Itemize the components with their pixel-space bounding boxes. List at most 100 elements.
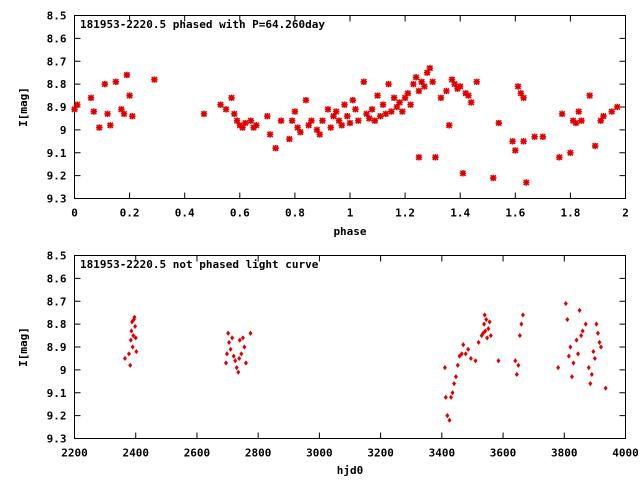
data-point xyxy=(291,108,299,115)
data-point xyxy=(104,110,111,118)
data-point xyxy=(468,99,475,106)
plot-frame xyxy=(74,15,626,199)
data-point xyxy=(368,106,376,113)
data-point xyxy=(457,83,464,90)
data-point xyxy=(335,117,343,124)
data-point xyxy=(592,355,597,362)
data-point xyxy=(217,101,224,108)
y-tick-label: 9.3 xyxy=(47,193,67,206)
data-point xyxy=(388,108,395,115)
data-point xyxy=(588,381,593,387)
y-tick-label: 8.5 xyxy=(47,250,67,263)
x-tick-label: 2800 xyxy=(245,447,272,460)
data-point xyxy=(539,133,547,140)
data-point xyxy=(230,335,235,341)
x-tick-label: 1.4 xyxy=(450,207,470,220)
data-point xyxy=(242,119,249,127)
data-point xyxy=(407,101,414,108)
data-point xyxy=(128,362,133,368)
data-point xyxy=(266,131,274,138)
data-point xyxy=(123,355,128,362)
data-point xyxy=(563,300,568,307)
data-point xyxy=(399,108,406,115)
data-point xyxy=(556,154,563,161)
data-point xyxy=(71,106,78,113)
y-tick-label: 9.2 xyxy=(47,410,67,423)
x-tick-label: 4000 xyxy=(612,447,639,460)
data-point xyxy=(118,106,125,113)
data-point xyxy=(512,147,519,154)
data-point xyxy=(483,328,488,334)
x-tick-label: 0.8 xyxy=(285,207,305,220)
data-point xyxy=(390,94,398,102)
data-point xyxy=(603,385,608,391)
data-point xyxy=(396,99,403,106)
data-point xyxy=(324,106,332,113)
data-point xyxy=(319,117,326,124)
x-tick-label: 0.6 xyxy=(230,207,250,220)
data-point xyxy=(133,335,138,341)
data-point xyxy=(132,314,137,320)
data-point xyxy=(330,112,337,120)
data-point xyxy=(355,117,362,124)
x-tick-label: 2600 xyxy=(184,447,211,460)
data-point xyxy=(234,364,239,371)
plot-frame xyxy=(74,255,626,439)
y-tick-label: 9.1 xyxy=(47,387,67,400)
data-point xyxy=(575,108,582,115)
data-point xyxy=(579,332,584,339)
data-point xyxy=(379,101,387,108)
data-point xyxy=(363,110,370,118)
data-point xyxy=(445,122,453,129)
data-point xyxy=(224,351,229,357)
data-point xyxy=(487,319,492,325)
data-point xyxy=(233,117,241,124)
data-point xyxy=(517,332,522,339)
data-point xyxy=(466,346,471,352)
data-point xyxy=(445,413,450,419)
data-point xyxy=(239,124,246,131)
data-point xyxy=(385,80,392,88)
data-point xyxy=(288,117,296,124)
data-point xyxy=(239,351,244,357)
x-tick-label: 1.6 xyxy=(505,207,525,220)
data-point xyxy=(371,117,378,124)
data-point xyxy=(597,117,604,124)
data-point xyxy=(586,92,593,99)
y-tick-label: 8.7 xyxy=(47,295,67,308)
data-point xyxy=(327,124,334,131)
y-tick-label: 9.3 xyxy=(47,433,67,446)
data-point xyxy=(459,351,464,357)
data-point xyxy=(482,312,487,318)
data-point xyxy=(453,374,458,380)
x-tick-label: 3200 xyxy=(367,447,394,460)
data-point xyxy=(404,90,412,97)
data-point xyxy=(574,337,579,343)
data-point xyxy=(577,307,582,313)
data-point xyxy=(226,330,231,336)
data-point xyxy=(578,117,585,124)
data-point xyxy=(228,94,235,102)
data-point xyxy=(572,119,580,127)
data-point xyxy=(576,351,581,357)
data-point xyxy=(463,351,468,357)
data-point xyxy=(410,80,417,88)
data-point xyxy=(240,335,245,341)
x-axis-label: phase xyxy=(333,225,366,238)
data-point xyxy=(429,78,436,86)
x-tick-label: 1.2 xyxy=(395,207,415,220)
data-point xyxy=(437,94,445,102)
data-point xyxy=(305,122,312,129)
x-tick-label: 0 xyxy=(71,207,78,220)
data-point xyxy=(517,90,525,97)
data-point xyxy=(377,112,384,120)
data-point xyxy=(423,69,431,76)
data-point xyxy=(228,346,233,352)
data-point xyxy=(571,360,576,366)
data-point xyxy=(447,417,452,423)
data-point xyxy=(586,364,591,371)
x-tick-label: 2400 xyxy=(122,447,149,460)
data-point xyxy=(126,351,131,357)
x-tick-label: 0.2 xyxy=(120,207,140,220)
data-point xyxy=(74,101,81,108)
